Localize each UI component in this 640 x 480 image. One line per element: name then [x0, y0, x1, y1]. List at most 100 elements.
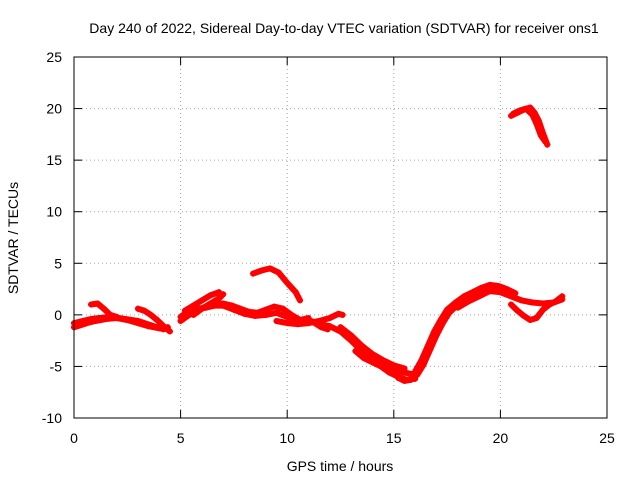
- data-point: [326, 323, 333, 330]
- data-point: [79, 318, 86, 325]
- data-point: [296, 297, 303, 304]
- x-tick-label: 0: [70, 430, 78, 446]
- data-point: [348, 332, 355, 339]
- data-point: [520, 312, 527, 319]
- data-point: [96, 314, 103, 321]
- data-point: [518, 297, 525, 304]
- y-tick-label: 20: [46, 101, 62, 117]
- plot-frame: [73, 56, 608, 419]
- data-point: [122, 315, 129, 322]
- data-point: [395, 374, 402, 381]
- data-point: [94, 300, 101, 307]
- series-arc-8: [190, 291, 227, 318]
- series-arc-4: [134, 305, 173, 335]
- data-point: [292, 289, 299, 296]
- data-point: [250, 270, 257, 277]
- data-point: [533, 314, 540, 321]
- data-point: [252, 312, 259, 319]
- data-point: [258, 267, 265, 274]
- data-point: [339, 311, 346, 318]
- data-point: [514, 307, 521, 314]
- data-point: [454, 304, 461, 311]
- data-point: [401, 365, 408, 372]
- data-point: [537, 132, 544, 139]
- data-point: [444, 306, 451, 313]
- data-point: [215, 295, 222, 302]
- series-arc-13: [337, 324, 408, 372]
- data-point: [220, 291, 227, 298]
- data-point: [465, 298, 472, 305]
- data-point: [275, 269, 282, 276]
- data-point: [412, 368, 419, 375]
- data-point: [166, 328, 173, 335]
- data-series: [71, 104, 566, 384]
- data-point: [154, 317, 161, 324]
- y-tick-label: 0: [54, 307, 62, 323]
- data-point: [294, 321, 301, 328]
- data-point: [207, 300, 214, 307]
- y-tick-label: 25: [46, 49, 62, 65]
- data-point: [478, 285, 485, 292]
- series-arc-9: [250, 265, 303, 304]
- data-point: [424, 342, 431, 349]
- data-point: [495, 282, 502, 289]
- tick-marks: [73, 56, 608, 419]
- data-point: [107, 311, 114, 318]
- x-tick-label: 10: [279, 430, 295, 446]
- data-point: [113, 313, 120, 320]
- data-point: [503, 286, 510, 293]
- data-point: [486, 288, 493, 295]
- data-point: [160, 323, 167, 330]
- data-point: [220, 302, 227, 309]
- data-point: [198, 297, 205, 304]
- x-tick-label: 15: [386, 430, 402, 446]
- data-point: [469, 289, 476, 296]
- data-point: [529, 111, 536, 118]
- data-point: [386, 369, 393, 376]
- data-point: [559, 293, 566, 300]
- series-arc-7: [181, 289, 222, 314]
- data-point: [546, 301, 553, 308]
- data-point: [335, 310, 342, 317]
- data-point: [390, 362, 397, 369]
- x-axis-label: GPS time / hours: [287, 458, 394, 474]
- data-point: [88, 301, 95, 308]
- data-point: [207, 292, 214, 299]
- data-point: [552, 298, 559, 305]
- data-point: [262, 311, 269, 318]
- data-point: [262, 306, 269, 313]
- data-point: [461, 293, 468, 300]
- data-point: [279, 305, 286, 312]
- data-point: [360, 355, 367, 362]
- data-point: [134, 318, 141, 325]
- data-point: [284, 313, 291, 320]
- data-point: [190, 302, 197, 309]
- data-point: [271, 303, 278, 310]
- data-point: [369, 359, 376, 366]
- data-point: [267, 265, 274, 272]
- data-point: [134, 305, 141, 312]
- data-point: [273, 309, 280, 316]
- x-tick-label: 25: [599, 430, 615, 446]
- series-arc-3: [88, 300, 120, 320]
- data-point: [147, 311, 154, 318]
- data-point: [352, 347, 359, 354]
- data-point: [198, 305, 205, 312]
- data-point: [486, 281, 493, 288]
- data-point: [540, 306, 547, 313]
- series-arc-20: [510, 105, 549, 145]
- data-point: [100, 305, 107, 312]
- data-point: [401, 377, 408, 384]
- data-point: [141, 307, 148, 314]
- series-arc-16: [412, 281, 519, 375]
- y-tick-label: -5: [50, 358, 63, 374]
- tick-labels: 0 5 10 15 20 25 -10 -5 0 5 10 15 20 25: [42, 49, 615, 446]
- data-point: [147, 322, 154, 329]
- data-point: [533, 121, 540, 128]
- data-point: [497, 289, 504, 296]
- data-point: [418, 357, 425, 364]
- data-point: [369, 351, 376, 358]
- data-point: [273, 318, 280, 325]
